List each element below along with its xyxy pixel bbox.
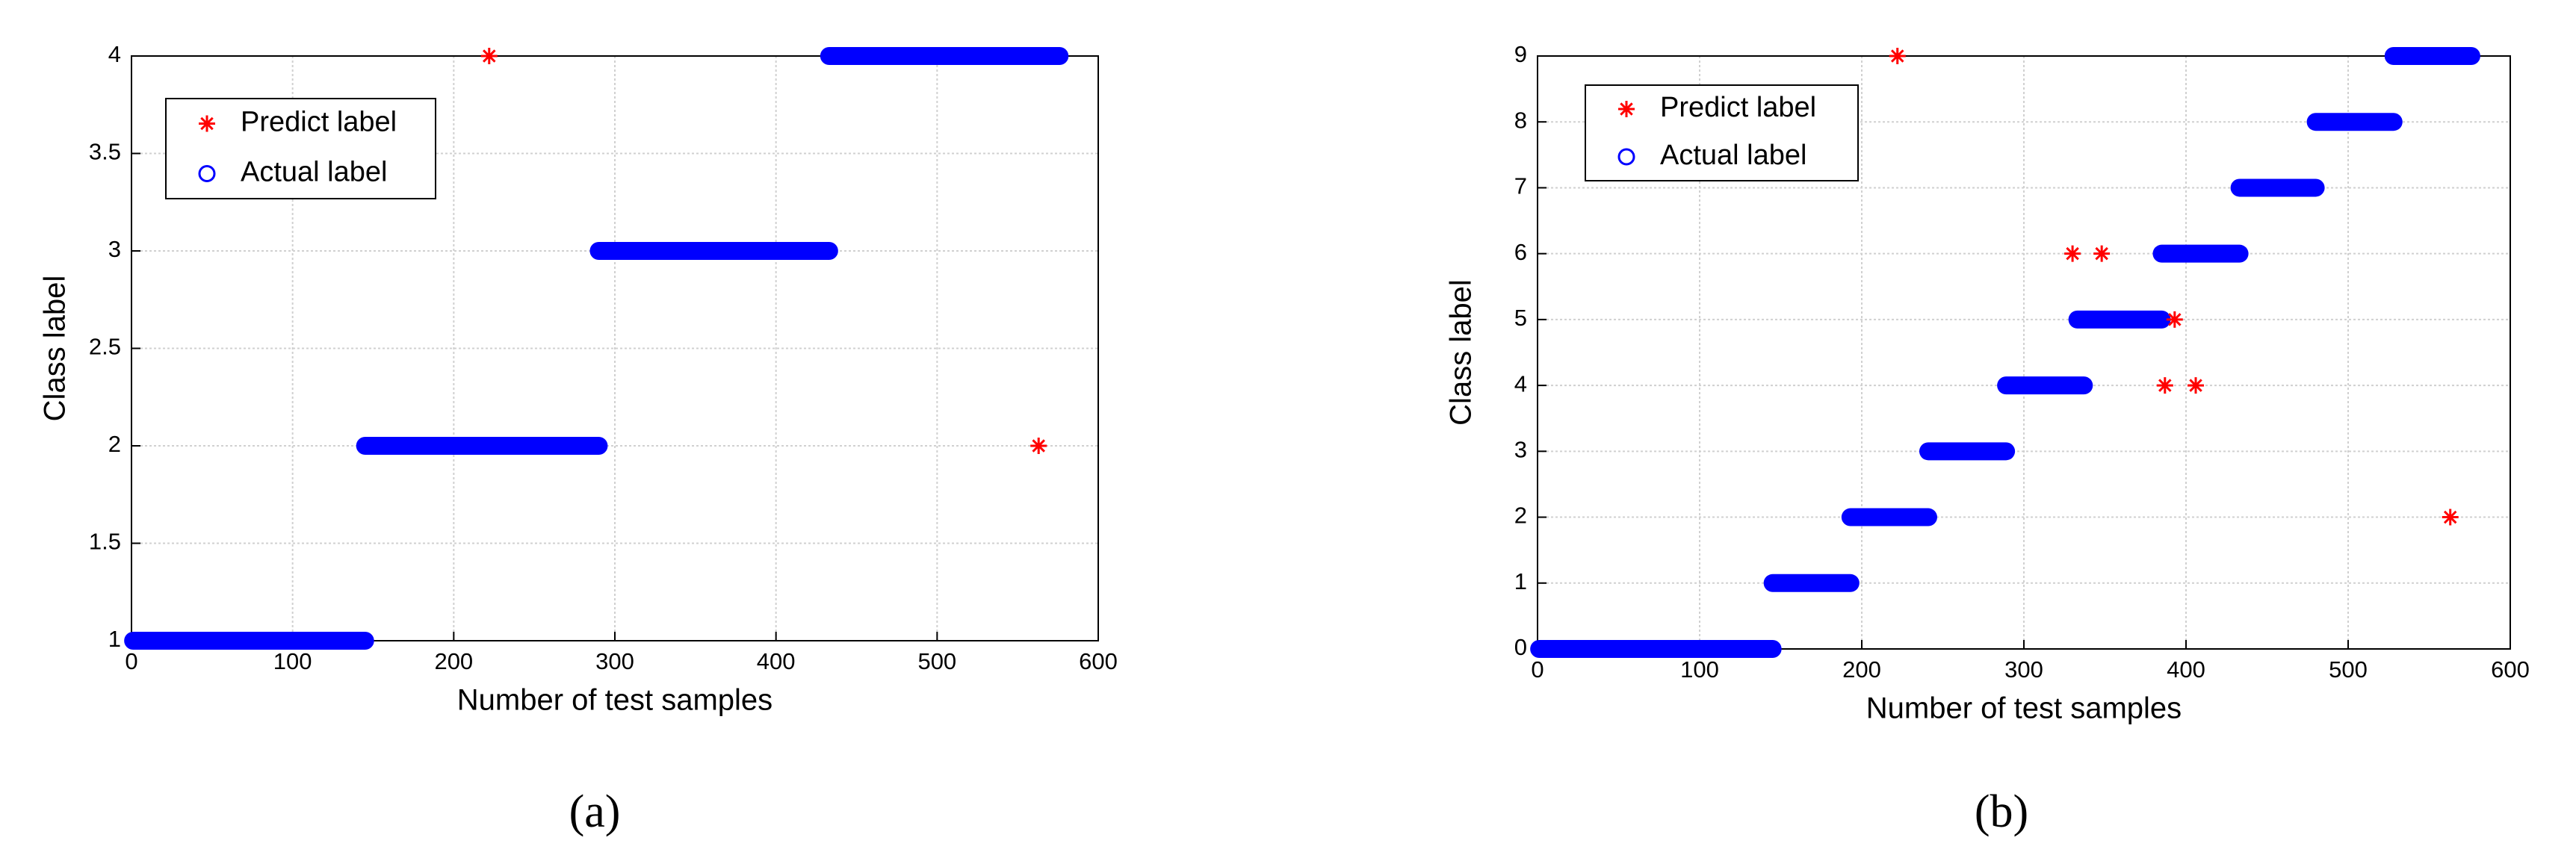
y-tick-label: 7 bbox=[1514, 173, 1527, 199]
x-tick-label: 100 bbox=[1680, 656, 1719, 683]
axes-box bbox=[1537, 55, 2511, 650]
predict-point bbox=[1030, 438, 1047, 454]
legend-label: Actual label bbox=[1660, 140, 1806, 171]
y-tick-label: 2 bbox=[1514, 503, 1527, 529]
legend-marker bbox=[1618, 101, 1635, 117]
x-tick-label: 0 bbox=[125, 648, 137, 674]
y-axis-label: Class label bbox=[39, 276, 72, 422]
x-axis-label: Number of test samples bbox=[457, 684, 773, 717]
x-tick-label: 500 bbox=[2329, 656, 2368, 683]
x-tick-label: 400 bbox=[2167, 656, 2205, 683]
legend-box bbox=[1585, 84, 1859, 181]
x-tick-label: 500 bbox=[917, 648, 956, 674]
x-tick-label: 200 bbox=[434, 648, 473, 674]
predict-point bbox=[2156, 377, 2173, 394]
y-axis-label: Class label bbox=[1445, 279, 1478, 426]
x-axis-label: Number of test samples bbox=[1866, 692, 2182, 725]
x-tick-label: 400 bbox=[757, 648, 796, 674]
y-tick-label: 3 bbox=[1514, 437, 1527, 463]
legend-marker bbox=[1617, 148, 1635, 166]
predict-point bbox=[480, 48, 498, 64]
predict-point bbox=[2188, 377, 2205, 394]
caption: (b) bbox=[1975, 786, 2028, 837]
y-tick-label: 5 bbox=[1514, 305, 1527, 331]
predict-point bbox=[1889, 48, 1906, 64]
legend-label: Actual label bbox=[241, 157, 387, 188]
predict-point bbox=[2442, 509, 2459, 526]
x-tick-label: 300 bbox=[595, 648, 634, 674]
legend-marker bbox=[198, 165, 216, 182]
x-tick-label: 200 bbox=[1842, 656, 1881, 683]
y-tick-label: 9 bbox=[1514, 41, 1527, 67]
y-tick-label: 8 bbox=[1514, 107, 1527, 133]
y-tick-label: 1 bbox=[1514, 568, 1527, 594]
predict-point bbox=[2093, 245, 2111, 262]
x-tick-label: 600 bbox=[2491, 656, 2530, 683]
predict-point bbox=[2166, 311, 2183, 328]
y-tick-label: 4 bbox=[1514, 370, 1527, 397]
legend-label: Predict label bbox=[241, 107, 397, 138]
x-tick-label: 600 bbox=[1079, 648, 1118, 674]
y-tick-label: 3.5 bbox=[89, 139, 121, 165]
y-tick-label: 6 bbox=[1514, 239, 1527, 265]
axes-box bbox=[131, 55, 1099, 641]
x-tick-label: 0 bbox=[1531, 656, 1544, 683]
y-tick-label: 1 bbox=[108, 626, 121, 652]
y-tick-label: 2.5 bbox=[89, 334, 121, 360]
x-tick-label: 300 bbox=[2004, 656, 2043, 683]
y-tick-label: 3 bbox=[108, 236, 121, 262]
predict-point bbox=[2064, 245, 2081, 262]
y-tick-label: 1.5 bbox=[89, 529, 121, 555]
legend-label: Predict label bbox=[1660, 92, 1816, 123]
chart: 0 100 200 300 400 500 600 0 1 2 3 4 5 6 7 8 9 Number of t… bbox=[1445, 41, 2530, 837]
y-tick-label: 0 bbox=[1514, 634, 1527, 660]
y-tick-label: 2 bbox=[108, 431, 121, 457]
legend-box bbox=[165, 98, 436, 199]
caption: (a) bbox=[569, 786, 621, 837]
x-tick-label: 100 bbox=[273, 648, 312, 674]
y-tick-label: 4 bbox=[108, 41, 121, 67]
chart: 0 100 200 300 400 500 600 1 1.5 2 2.5 3 3.5 4 Number o… bbox=[39, 41, 1118, 837]
legend-marker bbox=[199, 115, 215, 132]
